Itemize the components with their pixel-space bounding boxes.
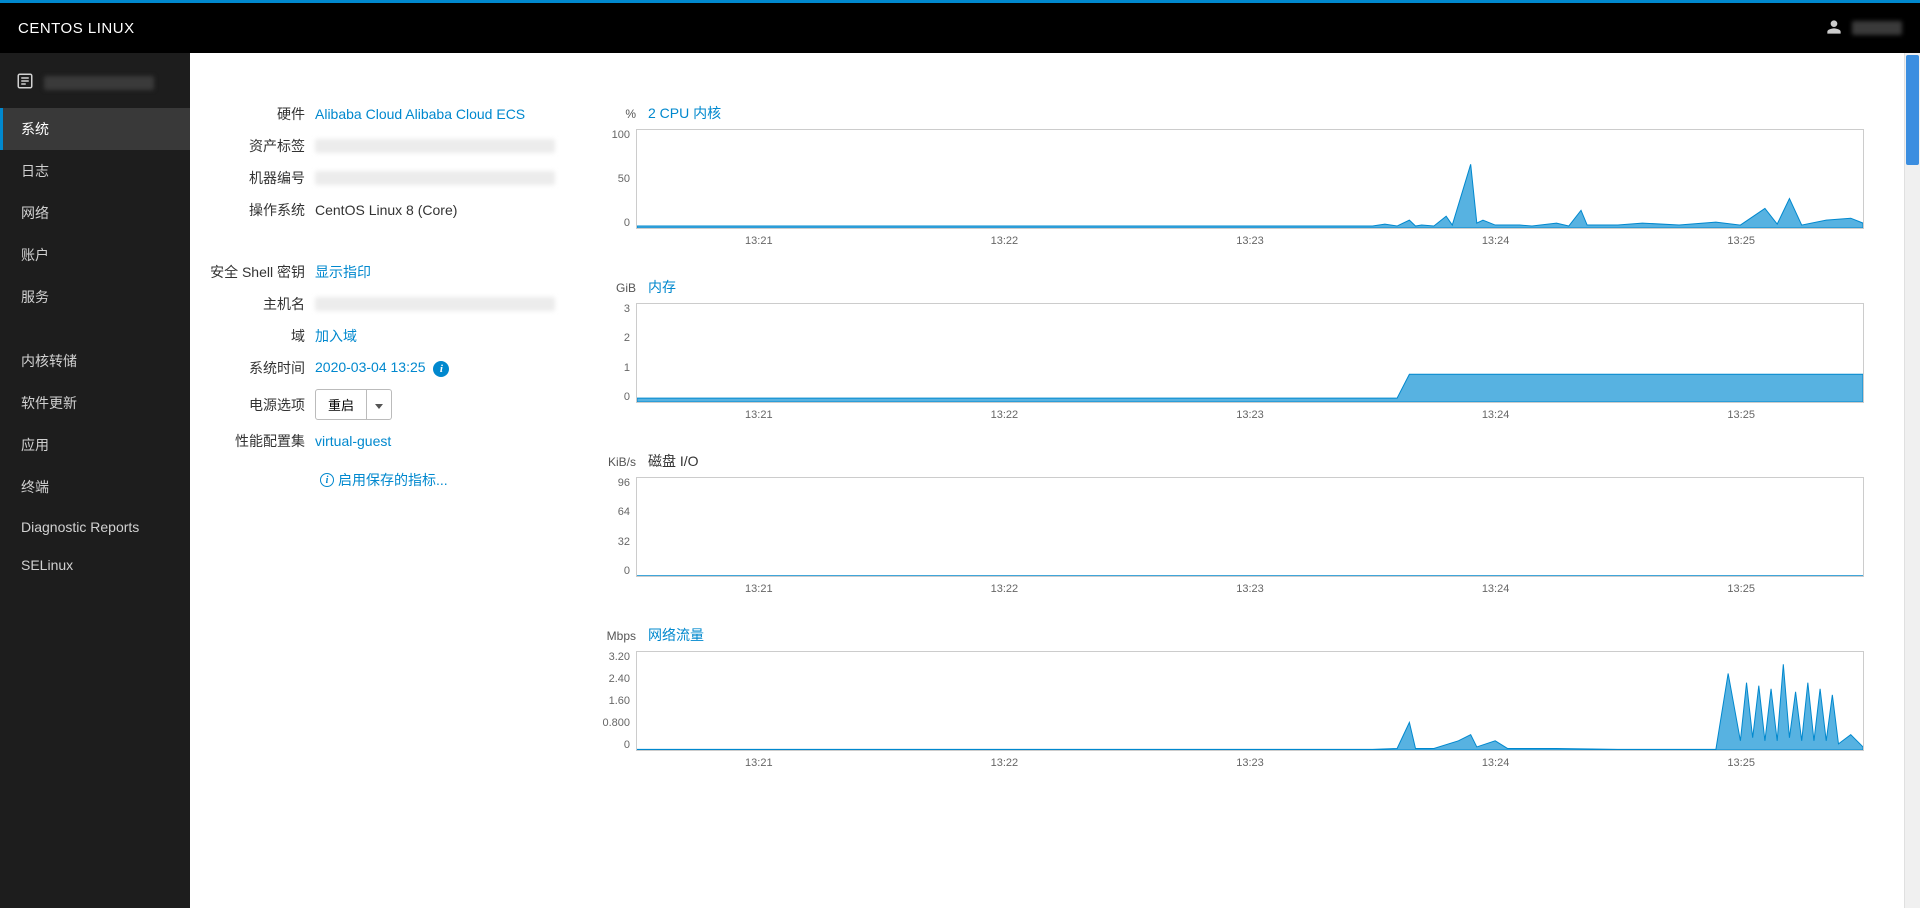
chart-disk: KiB/s 磁盘 I/O 966432013:2113:2213:2313:2413… <box>600 451 1864 595</box>
enable-metrics-link[interactable]: i 启用保存的指标... <box>320 470 448 490</box>
info-icon[interactable]: i <box>433 361 449 377</box>
info-row-硬件: 硬件Alibaba Cloud Alibaba Cloud ECS <box>210 103 580 125</box>
info-row-操作系统: 操作系统CentOS Linux 8 (Core) <box>210 199 580 221</box>
sidebar-item-11[interactable]: SELinux <box>0 546 190 584</box>
info-row-电源选项: 电源选项重启 <box>210 389 580 420</box>
info-label: 资产标签 <box>210 136 315 156</box>
nav: 系统日志网络账户服务内核转储软件更新应用终端Diagnostic Reports… <box>0 108 190 584</box>
x-axis: 13:2113:2213:2313:2413:25 <box>636 409 1864 421</box>
info-value-link[interactable]: 加入域 <box>315 326 580 346</box>
chart-unit: GiB <box>600 281 636 295</box>
y-axis: 3.202.401.600.8000 <box>600 651 636 751</box>
x-axis: 13:2113:2213:2313:2413:25 <box>636 757 1864 769</box>
sidebar-item-3[interactable]: 账户 <box>0 234 190 276</box>
header: CENTOS LINUX <box>0 3 1920 53</box>
chevron-down-icon <box>375 404 383 409</box>
sidebar-item-7[interactable]: 软件更新 <box>0 382 190 424</box>
info-value-link[interactable]: Alibaba Cloud Alibaba Cloud ECS <box>315 106 580 122</box>
info-label: 域 <box>210 326 315 346</box>
power-dropdown-button[interactable] <box>367 389 392 420</box>
y-axis: 100500 <box>600 129 636 229</box>
charts-panel: %2 CPU 内核10050013:2113:2213:2313:2413:25… <box>600 103 1864 769</box>
info-row-域: 域加入域 <box>210 325 580 347</box>
header-user-area[interactable] <box>1826 19 1902 38</box>
info-label: 电源选项 <box>210 395 315 415</box>
chart-unit: Mbps <box>600 629 636 643</box>
chart-area[interactable] <box>636 129 1864 229</box>
info-value-link[interactable]: 2020-03-04 13:25 i <box>315 359 580 377</box>
sidebar-item-9[interactable]: 终端 <box>0 466 190 508</box>
info-value-redacted <box>315 171 555 185</box>
info-label: 机器编号 <box>210 168 315 188</box>
sidebar-item-0[interactable]: 系统 <box>0 108 190 150</box>
brand-title: CENTOS LINUX <box>18 20 135 37</box>
info-row-系统时间: 系统时间2020-03-04 13:25 i <box>210 357 580 379</box>
user-name-redacted <box>1852 21 1902 35</box>
power-restart-button[interactable]: 重启 <box>315 389 367 420</box>
info-value: 重启 <box>315 389 580 420</box>
info-label: 系统时间 <box>210 358 315 378</box>
chart-title: 磁盘 I/O <box>648 451 699 471</box>
system-info-panel: 硬件Alibaba Cloud Alibaba Cloud ECS资产标签机器编… <box>210 103 580 769</box>
chart-title[interactable]: 内存 <box>648 277 676 297</box>
info-value-link[interactable]: virtual-guest <box>315 433 580 449</box>
chart-title[interactable]: 2 CPU 内核 <box>648 103 721 123</box>
info-label: 硬件 <box>210 104 315 124</box>
sidebar-item-2[interactable]: 网络 <box>0 192 190 234</box>
chart-area[interactable] <box>636 303 1864 403</box>
info-row-安全 Shell 密钥: 安全 Shell 密钥显示指印 <box>210 261 580 283</box>
sidebar-item-8[interactable]: 应用 <box>0 424 190 466</box>
info-label: 安全 Shell 密钥 <box>210 262 315 282</box>
info-label: 主机名 <box>210 294 315 314</box>
chart-title[interactable]: 网络流量 <box>648 625 704 645</box>
enable-metrics-label: 启用保存的指标... <box>338 470 448 490</box>
user-icon <box>1826 19 1842 38</box>
info-value-redacted <box>315 139 555 153</box>
chart-network: Mbps 网络流量 3.202.401.600.800013:2113:2213:2… <box>600 625 1864 769</box>
host-name-redacted <box>44 76 154 90</box>
sidebar: 系统日志网络账户服务内核转储软件更新应用终端Diagnostic Reports… <box>0 53 190 908</box>
info-label: 操作系统 <box>210 200 315 220</box>
sidebar-item-6[interactable]: 内核转储 <box>0 340 190 382</box>
info-value: CentOS Linux 8 (Core) <box>315 202 580 218</box>
main-content: 硬件Alibaba Cloud Alibaba Cloud ECS资产标签机器编… <box>190 53 1920 908</box>
info-label: 性能配置集 <box>210 431 315 451</box>
host-row[interactable] <box>0 53 190 108</box>
scrollbar[interactable]: ∧ <box>1904 53 1920 908</box>
sidebar-item-10[interactable]: Diagnostic Reports <box>0 508 190 546</box>
chart-cpu: % 2 CPU 内核 10050013:2113:2213:2313:2413:25 <box>600 103 1864 247</box>
chart-area[interactable] <box>636 477 1864 577</box>
y-axis: 9664320 <box>600 477 636 577</box>
chart-area[interactable] <box>636 651 1864 751</box>
info-icon: i <box>320 473 334 487</box>
scrollbar-thumb[interactable] <box>1906 55 1919 165</box>
host-icon <box>16 71 34 94</box>
chart-memory: GiB 内存 321013:2113:2213:2313:2413:25 <box>600 277 1864 421</box>
chart-unit: % <box>600 107 636 121</box>
x-axis: 13:2113:2213:2313:2413:25 <box>636 583 1864 595</box>
info-value-redacted <box>315 297 555 311</box>
x-axis: 13:2113:2213:2313:2413:25 <box>636 235 1864 247</box>
sidebar-item-1[interactable]: 日志 <box>0 150 190 192</box>
info-row-主机名: 主机名 <box>210 293 580 315</box>
chart-unit: KiB/s <box>600 455 636 469</box>
info-value-link[interactable]: 显示指印 <box>315 262 580 282</box>
sidebar-item-4[interactable]: 服务 <box>0 276 190 318</box>
y-axis: 3210 <box>600 303 636 403</box>
info-row-机器编号: 机器编号 <box>210 167 580 189</box>
info-row-资产标签: 资产标签 <box>210 135 580 157</box>
info-row-性能配置集: 性能配置集virtual-guest <box>210 430 580 452</box>
